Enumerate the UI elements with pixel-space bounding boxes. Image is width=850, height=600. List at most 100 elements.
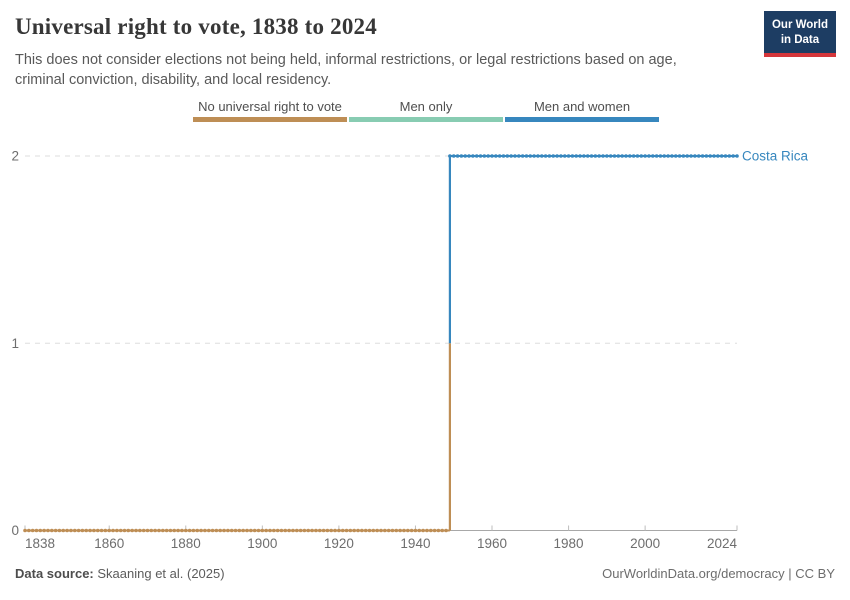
series-point[interactable] bbox=[214, 528, 219, 533]
series-point[interactable] bbox=[693, 154, 697, 158]
series-point[interactable] bbox=[363, 528, 368, 533]
series-point[interactable] bbox=[287, 528, 291, 533]
series-point[interactable] bbox=[245, 528, 249, 533]
series-point[interactable] bbox=[260, 528, 265, 533]
series-point[interactable] bbox=[428, 528, 433, 533]
series-point[interactable] bbox=[559, 154, 563, 158]
series-point[interactable] bbox=[291, 528, 295, 533]
series-point[interactable] bbox=[474, 154, 479, 158]
series-point[interactable] bbox=[735, 154, 739, 158]
series-point[interactable] bbox=[513, 154, 517, 158]
series-point[interactable] bbox=[532, 154, 536, 158]
series-point[interactable] bbox=[272, 528, 276, 533]
series-point[interactable] bbox=[670, 154, 674, 158]
series-point[interactable] bbox=[183, 528, 188, 533]
series-point[interactable] bbox=[547, 154, 552, 158]
series-point[interactable] bbox=[673, 154, 678, 158]
series-point[interactable] bbox=[398, 528, 402, 533]
series-point[interactable] bbox=[662, 154, 667, 158]
series-point[interactable] bbox=[478, 154, 483, 158]
series-point[interactable] bbox=[731, 154, 735, 158]
series-point[interactable] bbox=[639, 154, 644, 158]
series-point[interactable] bbox=[451, 154, 456, 158]
series-point[interactable] bbox=[405, 528, 410, 533]
series-point[interactable] bbox=[107, 528, 112, 533]
series-point[interactable] bbox=[237, 528, 242, 533]
series-point[interactable] bbox=[49, 528, 54, 533]
series-point[interactable] bbox=[505, 154, 510, 158]
series-point[interactable] bbox=[490, 154, 494, 158]
series-point[interactable] bbox=[635, 154, 640, 158]
series-point[interactable] bbox=[501, 154, 506, 158]
series-point[interactable] bbox=[283, 528, 288, 533]
series-point[interactable] bbox=[310, 528, 314, 533]
series-point[interactable] bbox=[360, 528, 364, 533]
series-point[interactable] bbox=[539, 154, 544, 158]
series-point[interactable] bbox=[383, 528, 387, 533]
series-point[interactable] bbox=[696, 154, 701, 158]
entity-label[interactable]: Costa Rica bbox=[742, 149, 809, 164]
series-point[interactable] bbox=[471, 154, 475, 158]
series-point[interactable] bbox=[425, 528, 429, 533]
series-point[interactable] bbox=[80, 528, 85, 533]
series-point[interactable] bbox=[203, 528, 207, 533]
series-point[interactable] bbox=[593, 154, 598, 158]
series-point[interactable] bbox=[65, 528, 69, 533]
series-point[interactable] bbox=[666, 154, 670, 158]
series-point[interactable] bbox=[536, 154, 540, 158]
series-point[interactable] bbox=[402, 528, 406, 533]
series-point[interactable] bbox=[118, 528, 123, 533]
series-point[interactable] bbox=[562, 154, 567, 158]
series-point[interactable] bbox=[421, 528, 425, 533]
series-point[interactable] bbox=[417, 528, 422, 533]
series-point[interactable] bbox=[578, 154, 582, 158]
series-point[interactable] bbox=[275, 528, 280, 533]
credit-link[interactable]: OurWorldinData.org/democracy | CC BY bbox=[602, 566, 835, 581]
series-point[interactable] bbox=[329, 528, 334, 533]
series-point[interactable] bbox=[317, 528, 322, 533]
series-point[interactable] bbox=[88, 528, 92, 533]
series-point[interactable] bbox=[628, 154, 632, 158]
series-point[interactable] bbox=[612, 154, 617, 158]
series-point[interactable] bbox=[321, 528, 326, 533]
series-point[interactable] bbox=[279, 528, 284, 533]
series-point[interactable] bbox=[497, 154, 502, 158]
series-point[interactable] bbox=[145, 528, 150, 533]
series-point[interactable] bbox=[333, 528, 337, 533]
series-point[interactable] bbox=[620, 154, 624, 158]
series-point[interactable] bbox=[164, 528, 169, 533]
series-point[interactable] bbox=[191, 528, 196, 533]
series-point[interactable] bbox=[72, 528, 77, 533]
series-point[interactable] bbox=[103, 528, 108, 533]
series-point[interactable] bbox=[344, 528, 349, 533]
series-point[interactable] bbox=[681, 154, 686, 158]
series-point[interactable] bbox=[256, 528, 261, 533]
series-point[interactable] bbox=[222, 528, 226, 533]
series-point[interactable] bbox=[386, 528, 391, 533]
series-point[interactable] bbox=[69, 528, 73, 533]
series-point[interactable] bbox=[601, 154, 605, 158]
series-point[interactable] bbox=[46, 528, 50, 533]
series-point[interactable] bbox=[608, 154, 613, 158]
series-point[interactable] bbox=[494, 154, 498, 158]
series-point[interactable] bbox=[723, 154, 728, 158]
series-point[interactable] bbox=[647, 154, 651, 158]
series-point[interactable] bbox=[314, 528, 318, 533]
series-point[interactable] bbox=[582, 154, 586, 158]
series-point[interactable] bbox=[229, 528, 234, 533]
series-point[interactable] bbox=[409, 528, 414, 533]
series-point[interactable] bbox=[432, 528, 437, 533]
series-point[interactable] bbox=[95, 528, 100, 533]
series-point[interactable] bbox=[524, 154, 529, 158]
series-point[interactable] bbox=[482, 154, 487, 158]
series-point[interactable] bbox=[168, 528, 173, 533]
series-point[interactable] bbox=[459, 154, 464, 158]
series-point[interactable] bbox=[624, 154, 628, 158]
series-point[interactable] bbox=[574, 154, 579, 158]
series-point[interactable] bbox=[413, 528, 418, 533]
series-point[interactable] bbox=[727, 154, 732, 158]
series-point[interactable] bbox=[187, 528, 192, 533]
series-point[interactable] bbox=[719, 154, 724, 158]
series-point[interactable] bbox=[689, 154, 693, 158]
